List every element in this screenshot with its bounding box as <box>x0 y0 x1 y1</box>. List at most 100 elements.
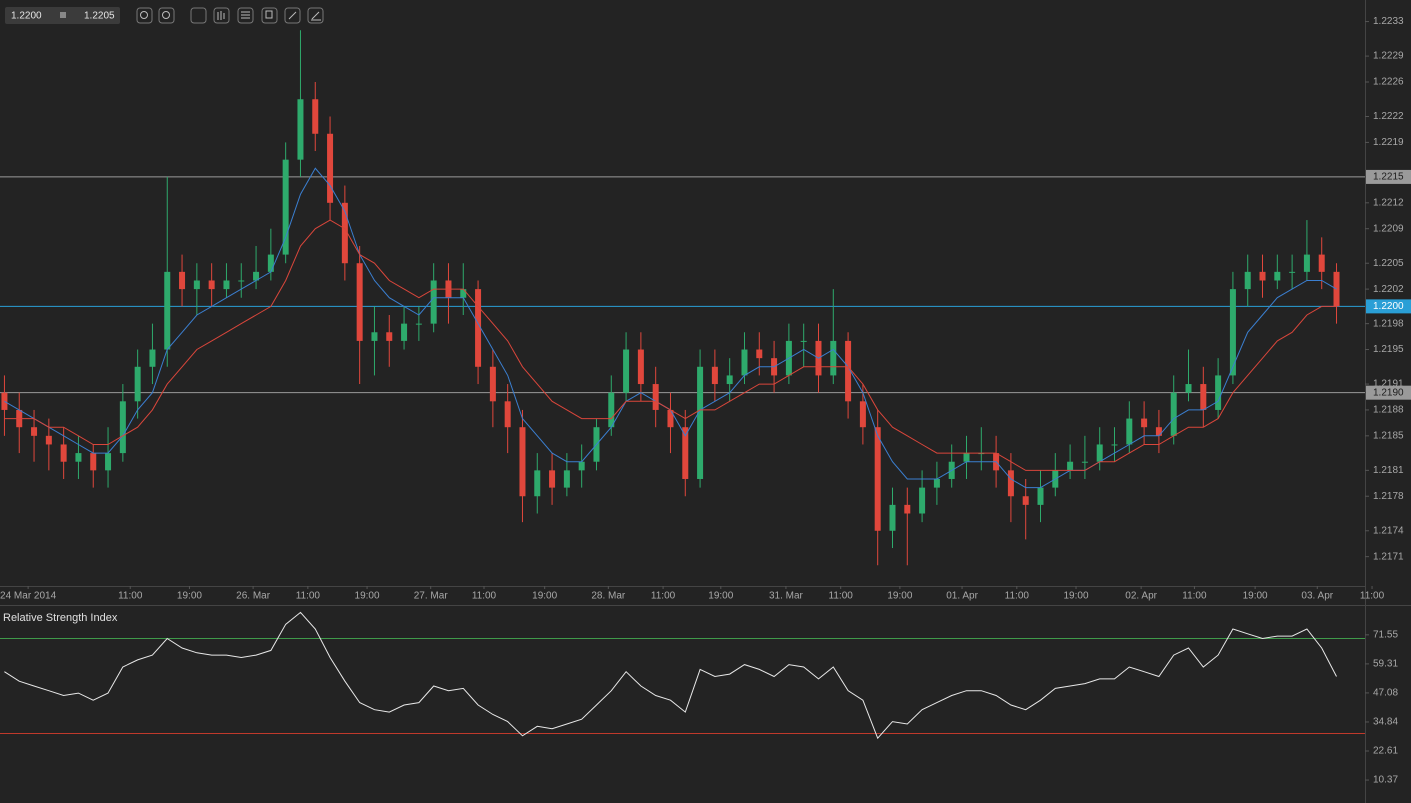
candle-body <box>623 349 630 393</box>
y-tick-label: 1.2222 <box>1373 111 1404 122</box>
candle-body <box>697 366 704 479</box>
candle-body <box>963 453 970 462</box>
candle-body <box>31 427 38 436</box>
copy-icon <box>265 10 273 19</box>
candle-body <box>134 366 141 402</box>
zoom-out-button[interactable] <box>158 7 175 24</box>
x-tick-label: 11:00 <box>118 591 143 602</box>
y-tick-label: 1.2229 <box>1373 51 1404 62</box>
y-tick-label: 1.2205 <box>1373 258 1404 269</box>
y-tick-label: 1.2219 <box>1373 137 1404 148</box>
chart-type-button[interactable] <box>213 7 230 24</box>
y-tick-label: 47.08 <box>1373 688 1398 699</box>
moving-average-line <box>4 219 1337 471</box>
candle-body <box>238 280 245 282</box>
candle-body <box>1155 427 1162 436</box>
candle-body <box>563 470 570 488</box>
candle-body <box>312 99 319 134</box>
candle-body <box>75 453 82 462</box>
candle-body <box>1333 271 1340 307</box>
candle-body <box>1111 444 1118 446</box>
y-tick-label: 1.2202 <box>1373 284 1404 295</box>
y-tick-label: 71.55 <box>1373 629 1398 640</box>
x-tick-label: 02. Apr <box>1125 591 1157 602</box>
candle-body <box>489 366 496 402</box>
x-tick-label: 19:00 <box>355 591 380 602</box>
zoom-in-button[interactable] <box>136 7 153 24</box>
y-tick-label: 1.2212 <box>1373 197 1404 208</box>
candle-body <box>297 99 304 160</box>
plot-area <box>0 30 1365 566</box>
y-tick-label: 59.31 <box>1373 659 1398 670</box>
draw-button[interactable] <box>307 7 324 24</box>
candle-body <box>1244 271 1251 290</box>
chart-type-icon <box>217 11 225 20</box>
candle-body <box>1007 470 1014 497</box>
candle-body <box>859 401 866 428</box>
x-tick-label: 11:00 <box>651 591 676 602</box>
candle-body <box>1200 384 1207 410</box>
candle-body <box>341 202 348 264</box>
candle-body <box>1318 254 1325 272</box>
y-tick-label: 1.2171 <box>1373 551 1404 562</box>
x-tick-label: 24 Mar 2014 <box>0 591 57 602</box>
x-tick-label: 03. Apr <box>1301 591 1333 602</box>
x-tick-label: 19:00 <box>887 591 912 602</box>
x-tick-label: 11:00 <box>1182 591 1207 602</box>
x-tick-label: 26. Mar <box>236 591 271 602</box>
y-tick-label: 1.2195 <box>1373 344 1404 355</box>
candle-body <box>711 366 718 385</box>
copy-button[interactable] <box>261 7 278 24</box>
candle-body <box>253 271 260 281</box>
x-tick-label: 28. Mar <box>591 591 626 602</box>
y-tick-label: 1.2181 <box>1373 465 1404 476</box>
y-tick-label: 1.2198 <box>1373 318 1404 329</box>
zoom-out-icon <box>162 11 170 19</box>
level-label-box <box>1366 169 1411 184</box>
candle-body <box>119 401 126 454</box>
candle-body <box>1274 271 1281 281</box>
indicators-button[interactable] <box>237 7 254 24</box>
zoom-in-icon <box>140 11 148 19</box>
candle-body <box>608 392 615 428</box>
candle-body <box>1229 289 1236 376</box>
candle-body <box>282 159 289 255</box>
candle-body <box>904 504 911 514</box>
candle-body <box>1303 254 1310 272</box>
candle-body <box>845 340 852 402</box>
x-tick-label: 19:00 <box>1243 591 1268 602</box>
candle-body <box>386 332 393 341</box>
candle-body <box>327 133 334 203</box>
candle-body <box>578 461 585 471</box>
candle-body <box>1037 487 1044 505</box>
level-label-box <box>1366 385 1411 400</box>
x-tick-label: 01. Apr <box>946 591 978 602</box>
candle-body <box>1185 384 1192 393</box>
candle-body <box>475 289 482 367</box>
x-tick-label: 11:00 <box>1360 591 1385 602</box>
candle-body <box>741 349 748 376</box>
plot-area <box>0 611 1365 740</box>
candle-body <box>800 340 807 342</box>
x-tick-label: 19:00 <box>708 591 733 602</box>
candle-body <box>637 349 644 385</box>
indicators-icon <box>241 11 250 19</box>
y-tick-label: 1.2226 <box>1373 77 1404 88</box>
y-tick-label: 1.2178 <box>1373 491 1404 502</box>
candle-body <box>933 478 940 488</box>
candle-body <box>519 427 526 497</box>
candle-body <box>223 280 230 290</box>
candle-body <box>830 340 837 376</box>
candle-body <box>45 435 52 445</box>
timeframe-button[interactable] <box>190 7 207 24</box>
y-tick-label: 1.2185 <box>1373 430 1404 441</box>
panel-title: Relative Strength Index <box>3 612 118 624</box>
edit-button[interactable] <box>284 7 301 24</box>
candle-body <box>1259 271 1266 281</box>
edit-icon <box>288 11 297 20</box>
level-label: 1.2200 <box>1373 301 1404 312</box>
candle-body <box>1096 444 1103 462</box>
y-tick-label: 1.2209 <box>1373 223 1404 234</box>
